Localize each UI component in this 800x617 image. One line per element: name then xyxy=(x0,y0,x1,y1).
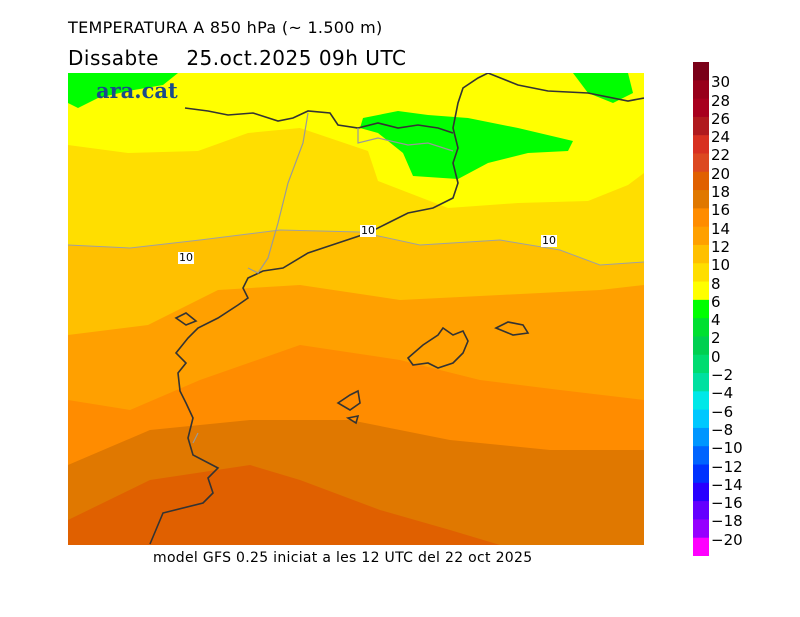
legend-label: −18 xyxy=(711,512,743,531)
legend-swatch xyxy=(693,519,709,539)
legend-label: −20 xyxy=(711,530,743,549)
legend-label: 26 xyxy=(711,109,731,128)
legend-label: 14 xyxy=(711,219,731,238)
legend-swatch xyxy=(693,391,709,411)
legend-swatch xyxy=(693,354,709,374)
legend-swatch xyxy=(693,281,709,301)
legend-swatch xyxy=(693,482,709,502)
legend-swatch xyxy=(693,116,709,136)
legend-swatch xyxy=(693,409,709,429)
legend-swatch xyxy=(693,208,709,228)
menorca xyxy=(494,321,530,336)
ibiza xyxy=(336,389,361,411)
legend-label: −2 xyxy=(711,366,734,385)
legend-label: 18 xyxy=(711,183,731,202)
legend-swatch xyxy=(693,501,709,520)
legend-label: −12 xyxy=(711,457,743,476)
legend-label: 6 xyxy=(711,292,721,311)
legend-label: 22 xyxy=(711,146,731,165)
legend-swatch xyxy=(693,171,709,191)
band-18-20 xyxy=(68,465,500,545)
legend-swatch xyxy=(693,80,709,100)
legend-label: 8 xyxy=(711,274,721,293)
contour-label: 10 xyxy=(541,234,557,247)
legend-swatch xyxy=(693,318,709,337)
legend-swatch xyxy=(693,263,709,283)
legend-label: 24 xyxy=(711,128,731,147)
legend-label: −4 xyxy=(711,384,734,403)
legend-swatch xyxy=(693,537,709,556)
legend-label: 16 xyxy=(711,201,731,220)
legend-swatch xyxy=(693,427,709,447)
mallorca xyxy=(406,326,469,369)
legend-swatch xyxy=(693,299,709,319)
legend-label: 4 xyxy=(711,311,721,330)
formentera xyxy=(345,414,360,425)
borders xyxy=(192,112,454,444)
aracat-logo: ara.cat xyxy=(96,78,178,103)
legend-swatch xyxy=(693,98,709,118)
legend-swatch xyxy=(693,190,709,209)
model-info: model GFS 0.25 iniciat a les 12 UTC del … xyxy=(153,550,533,566)
legend-swatch xyxy=(693,373,709,392)
green-area-ne xyxy=(360,111,573,179)
green-area-nw xyxy=(68,73,178,108)
legend-swatch xyxy=(693,244,709,264)
legend-label: −10 xyxy=(711,439,743,458)
legend-swatch xyxy=(693,62,709,81)
contour-label: 10 xyxy=(178,251,194,264)
green-area-ne-top xyxy=(573,73,633,103)
legend-swatch xyxy=(693,135,709,154)
legend-swatch xyxy=(693,446,709,466)
legend-label: 0 xyxy=(711,347,721,366)
legend-label: 2 xyxy=(711,329,721,348)
legend-label: 20 xyxy=(711,164,731,183)
coastline xyxy=(149,73,644,545)
legend-swatch xyxy=(693,226,709,246)
legend-label: −8 xyxy=(711,420,734,439)
legend-swatch xyxy=(693,153,709,173)
legend-label: 12 xyxy=(711,237,731,256)
legend-label: −16 xyxy=(711,494,743,513)
legend-label: 10 xyxy=(711,256,731,275)
color-legend xyxy=(693,62,709,556)
map-date: Dissabte 25.oct.2025 09h UTC xyxy=(68,46,407,70)
temperature-map xyxy=(68,73,644,545)
legend-label: −14 xyxy=(711,475,743,494)
legend-swatch xyxy=(693,336,709,356)
contour-10 xyxy=(68,229,644,266)
contour-label: 10 xyxy=(360,224,376,237)
legend-label: 28 xyxy=(711,91,731,110)
legend-swatch xyxy=(693,464,709,484)
legend-label: −6 xyxy=(711,402,734,421)
legend-label: 30 xyxy=(711,73,731,92)
map-title: TEMPERATURA A 850 hPa (~ 1.500 m) xyxy=(68,18,383,37)
